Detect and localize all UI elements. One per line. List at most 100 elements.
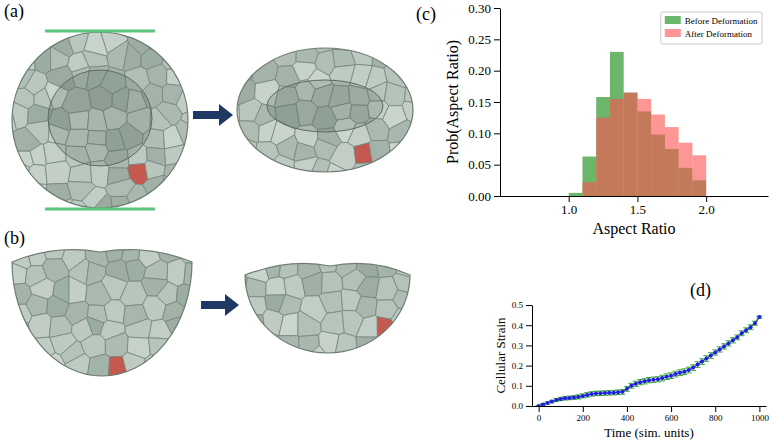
cell bbox=[258, 162, 291, 202]
cell bbox=[26, 294, 48, 316]
data-point bbox=[656, 377, 660, 381]
cell bbox=[207, 104, 240, 127]
data-point bbox=[744, 328, 748, 332]
cell bbox=[356, 315, 378, 337]
data-point bbox=[590, 392, 594, 396]
data-point bbox=[687, 368, 691, 372]
cell bbox=[394, 350, 440, 383]
tick: 0.10 bbox=[468, 126, 500, 141]
tick-mark bbox=[494, 102, 500, 103]
tick: 0.3 bbox=[512, 341, 532, 351]
cell bbox=[367, 228, 394, 254]
cell bbox=[65, 353, 90, 375]
cell bbox=[373, 156, 393, 202]
panel-label: (c) bbox=[416, 4, 436, 25]
cell bbox=[69, 276, 87, 304]
error-bar bbox=[681, 369, 687, 375]
tick-label: 600 bbox=[665, 413, 679, 423]
histogram-bar bbox=[692, 155, 706, 196]
tick-label: 200 bbox=[577, 413, 591, 423]
data-point bbox=[541, 402, 545, 406]
data-point bbox=[665, 375, 669, 379]
tick-mark bbox=[671, 406, 672, 412]
cell bbox=[105, 332, 128, 357]
tick-label: 0.5 bbox=[512, 300, 524, 310]
cell bbox=[302, 272, 322, 296]
cell bbox=[279, 228, 300, 256]
tick-label: 800 bbox=[709, 413, 723, 423]
tick: 0.30 bbox=[468, 1, 500, 16]
cell bbox=[167, 258, 186, 286]
cell bbox=[317, 162, 356, 202]
cell bbox=[322, 272, 343, 294]
data-point bbox=[629, 384, 633, 388]
cell bbox=[25, 183, 47, 207]
cell bbox=[299, 335, 320, 358]
cell bbox=[149, 371, 171, 406]
cell bbox=[349, 18, 375, 47]
axis-line bbox=[532, 306, 533, 407]
cell bbox=[351, 42, 373, 65]
data-point bbox=[753, 321, 757, 325]
tick-mark bbox=[494, 71, 500, 72]
tick-mark bbox=[494, 196, 500, 197]
data-point bbox=[682, 370, 686, 374]
cell bbox=[266, 277, 286, 295]
plot-area bbox=[569, 52, 706, 196]
tick-mark bbox=[494, 8, 500, 9]
cell bbox=[260, 353, 284, 383]
figure: (a)(b)(c)(d)1.01.52.00.000.050.100.150.2… bbox=[0, 0, 774, 443]
cell bbox=[0, 28, 14, 55]
cell bbox=[0, 260, 12, 286]
cell-aggregate bbox=[0, 214, 222, 406]
tick-label: 0.15 bbox=[468, 95, 491, 110]
tick-mark bbox=[759, 406, 760, 412]
tick-mark bbox=[526, 366, 532, 367]
y-axis: 0.00.10.20.30.40.5 bbox=[512, 300, 533, 411]
cell bbox=[242, 336, 264, 358]
arrow-shaft bbox=[201, 301, 227, 309]
error-bar bbox=[739, 331, 745, 336]
cell bbox=[258, 332, 279, 354]
cell bbox=[179, 377, 222, 406]
cell bbox=[0, 162, 16, 189]
cell bbox=[154, 217, 179, 243]
histogram-bar bbox=[651, 115, 665, 196]
cell bbox=[22, 2, 51, 29]
tick: 0.15 bbox=[468, 95, 500, 110]
cell bbox=[233, 136, 257, 162]
cell bbox=[241, 297, 267, 316]
cell bbox=[8, 318, 29, 342]
cell bbox=[182, 358, 222, 393]
cell bbox=[173, 207, 218, 238]
data-point bbox=[554, 398, 558, 402]
cell bbox=[143, 2, 169, 34]
cell bbox=[290, 18, 322, 46]
y-axis-title: Cellular Strain bbox=[493, 317, 508, 394]
tick-label: 1000 bbox=[751, 413, 770, 423]
data-point bbox=[638, 380, 642, 384]
cell bbox=[369, 18, 389, 47]
cells bbox=[0, 2, 218, 238]
cell bbox=[122, 214, 146, 245]
tick: 0.00 bbox=[468, 189, 500, 204]
cell bbox=[30, 373, 55, 406]
cell bbox=[167, 355, 191, 378]
tick: 0.25 bbox=[468, 32, 500, 47]
tick-label: 1.0 bbox=[561, 202, 577, 217]
error-bar bbox=[597, 391, 603, 395]
axis-line bbox=[501, 196, 769, 197]
cell bbox=[0, 330, 16, 360]
error-bar bbox=[633, 381, 639, 386]
data-point bbox=[594, 391, 598, 395]
cell bbox=[178, 44, 216, 69]
cell bbox=[335, 228, 367, 258]
error-bar bbox=[624, 386, 630, 391]
cell bbox=[294, 228, 323, 260]
cell bbox=[125, 319, 152, 339]
aggregate-lumen bbox=[267, 80, 383, 132]
data-point bbox=[726, 341, 730, 345]
data-point bbox=[537, 404, 541, 406]
cell bbox=[243, 228, 268, 259]
cell bbox=[238, 41, 256, 65]
